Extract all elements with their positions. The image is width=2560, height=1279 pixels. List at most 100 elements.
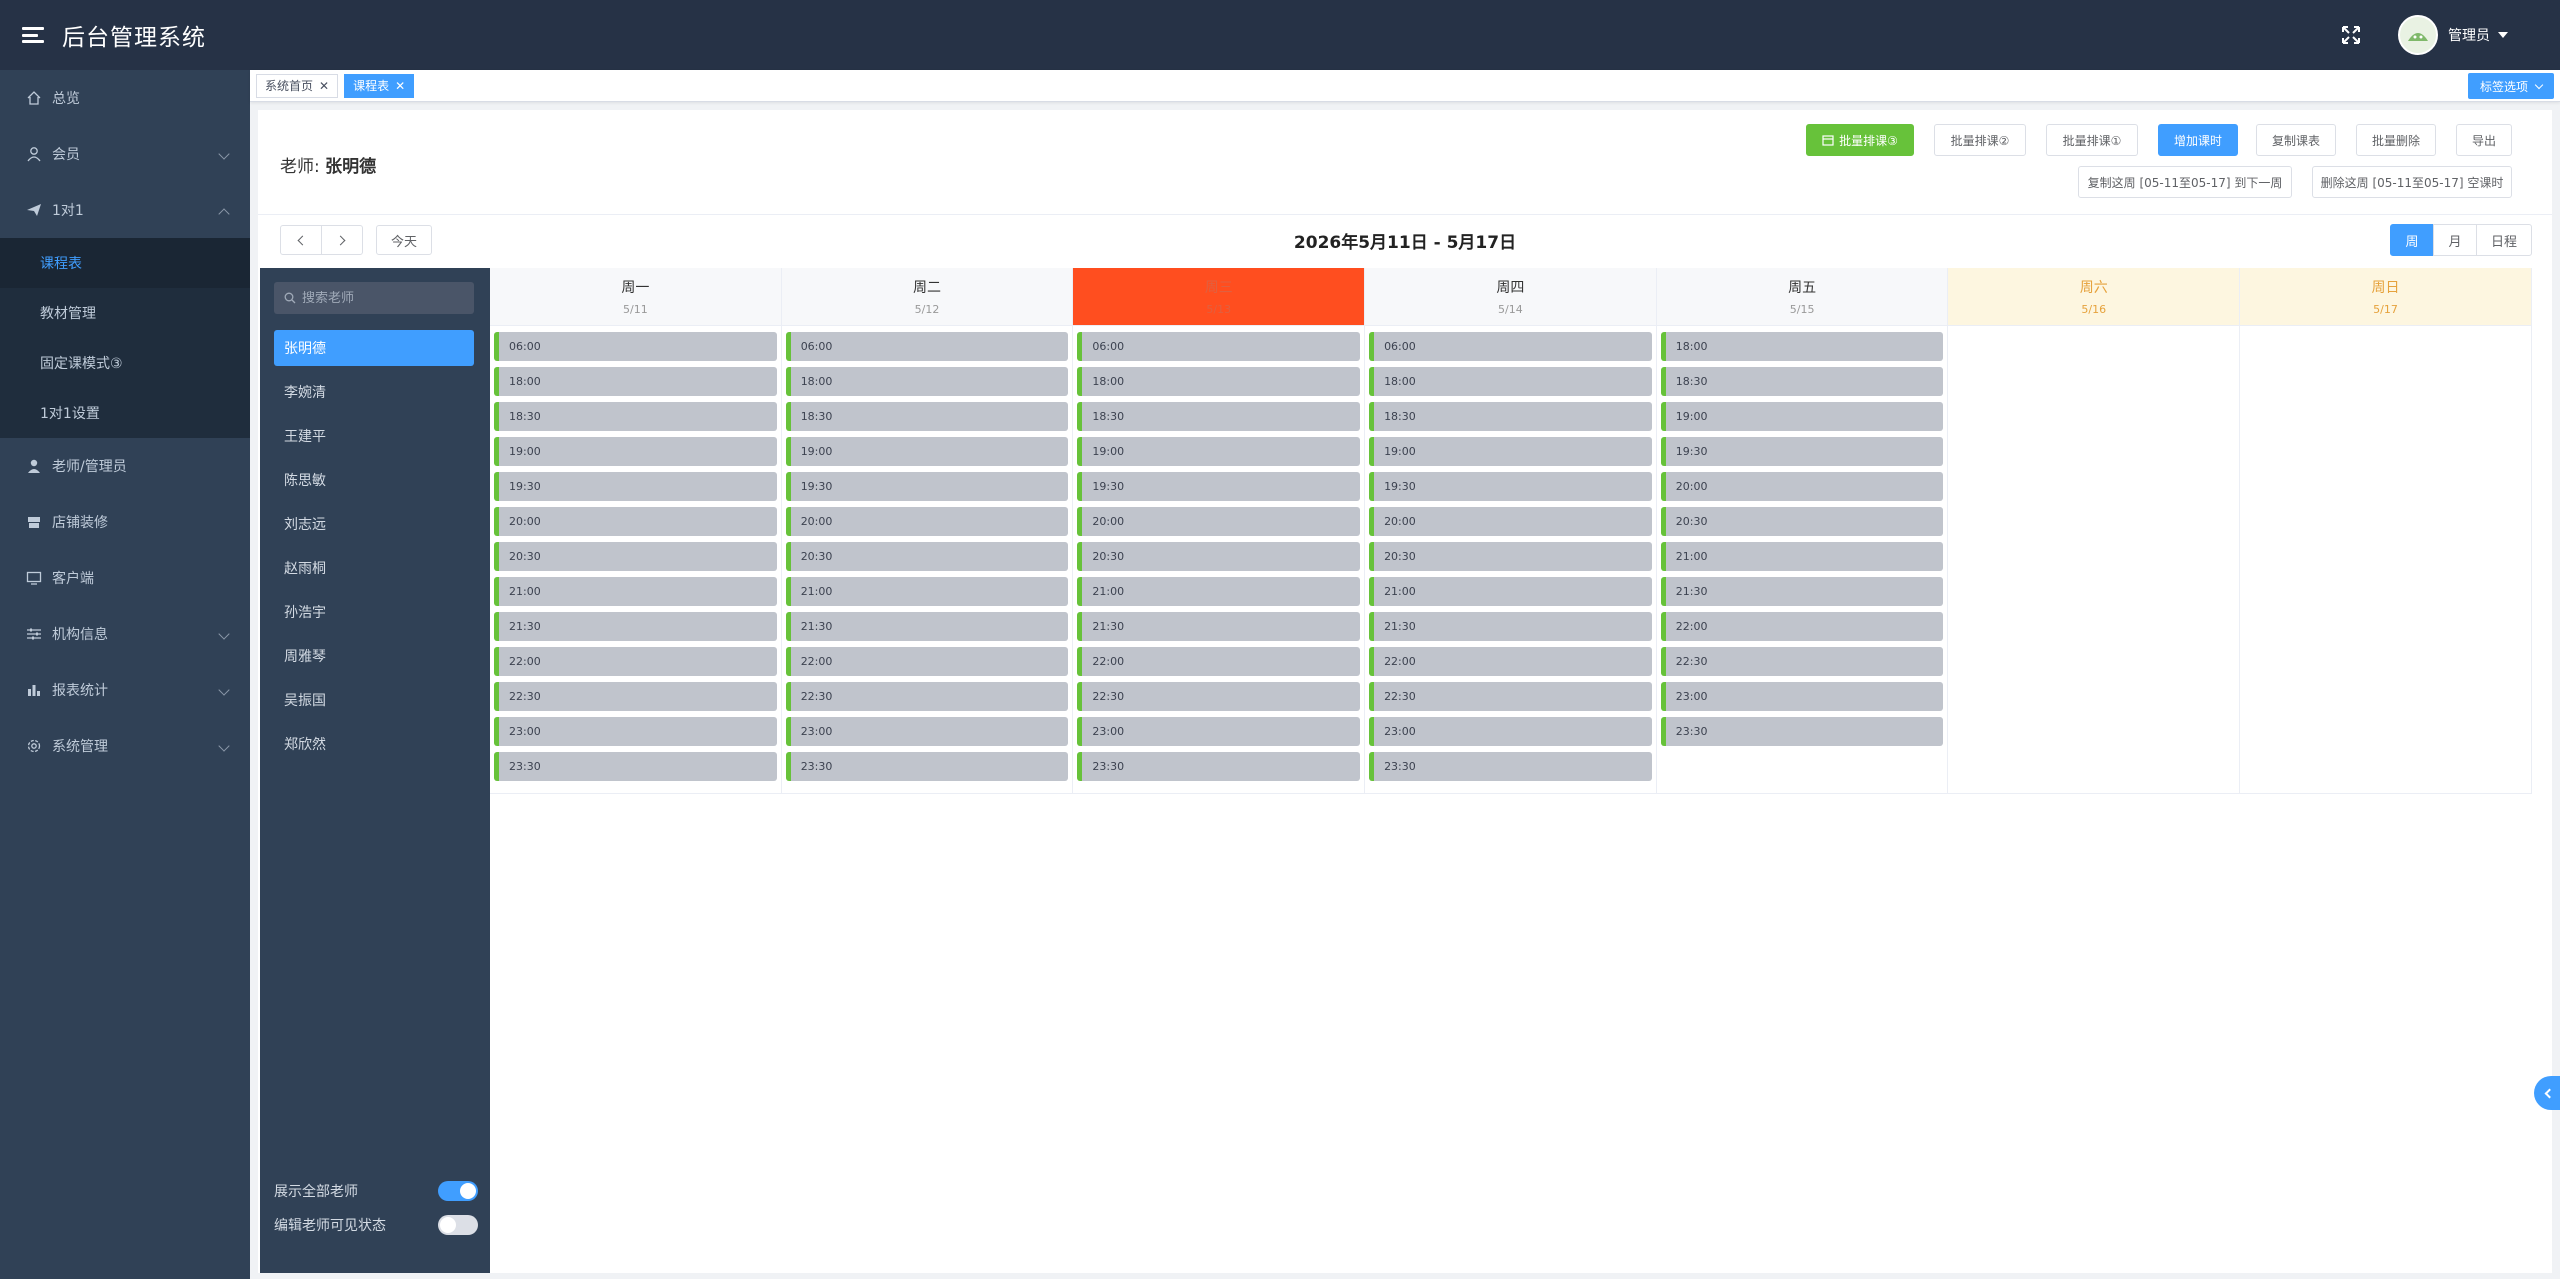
sidebar-sub-fixed-mode[interactable]: 固定课模式③ xyxy=(40,356,123,372)
lesson-slot[interactable]: 22:00 xyxy=(785,647,1069,676)
lesson-slot[interactable]: 23:00 xyxy=(1369,717,1652,746)
lesson-slot[interactable]: 23:30 xyxy=(494,752,777,781)
lesson-slot[interactable]: 19:30 xyxy=(1077,472,1361,501)
teacher-list-item[interactable]: 周雅琴 xyxy=(284,649,326,665)
day-column[interactable]: 06:00 18:00 18:30 19:00 19:30 20:00 20:30 21:00… xyxy=(782,326,1074,794)
lesson-slot[interactable]: 23:30 xyxy=(1369,752,1652,781)
sidebar-sub-settings[interactable]: 1对1设置 xyxy=(40,406,100,422)
next-week-button[interactable] xyxy=(321,225,363,255)
lesson-slot[interactable]: 23:00 xyxy=(1660,682,1944,711)
lesson-slot[interactable]: 23:00 xyxy=(785,717,1069,746)
lesson-slot[interactable]: 18:00 xyxy=(1077,367,1361,396)
day-column[interactable]: 06:00 18:00 18:30 19:00 19:30 20:00 20:30 21:00… xyxy=(1365,326,1657,794)
view-agenda-button[interactable]: 日程 xyxy=(2476,224,2532,256)
teacher-list-item[interactable]: 王建平 xyxy=(284,429,326,445)
lesson-slot[interactable]: 23:30 xyxy=(1077,752,1361,781)
lesson-slot[interactable]: 23:00 xyxy=(1077,717,1361,746)
lesson-slot[interactable]: 21:00 xyxy=(1660,542,1944,571)
lesson-slot[interactable]: 20:00 xyxy=(1369,507,1652,536)
sidebar-item-reports[interactable]: 报表统计 xyxy=(0,662,250,718)
teacher-list-item[interactable]: 郑欣然 xyxy=(284,737,326,753)
teacher-list-item[interactable]: 陈思敏 xyxy=(284,473,326,489)
lesson-slot[interactable]: 23:30 xyxy=(785,752,1069,781)
sidebar-item-teachers[interactable]: 老师/管理员 xyxy=(0,438,250,494)
lesson-slot[interactable]: 20:00 xyxy=(494,507,777,536)
copy-week-button[interactable]: 复制这周 [05-11至05-17] 到下一周 xyxy=(2078,166,2292,198)
day-column[interactable]: 06:00 18:00 18:30 19:00 19:30 20:00 20:30 21:00… xyxy=(490,326,782,794)
lesson-slot[interactable]: 18:30 xyxy=(494,402,777,431)
lesson-slot[interactable]: 23:30 xyxy=(1660,717,1944,746)
show-all-teachers-switch[interactable] xyxy=(438,1181,478,1201)
lesson-slot[interactable]: 18:00 xyxy=(785,367,1069,396)
lesson-slot[interactable]: 06:00 xyxy=(494,332,777,361)
teacher-list-item[interactable]: 刘志远 xyxy=(284,517,326,533)
lesson-slot[interactable]: 21:00 xyxy=(785,577,1069,606)
sidebar-item-system[interactable]: 系统管理 xyxy=(0,718,250,774)
add-lesson-button[interactable]: 增加课时 xyxy=(2158,124,2238,156)
tag-schedule[interactable]: 课程表 ✕ xyxy=(344,73,415,98)
lesson-slot[interactable]: 19:30 xyxy=(494,472,777,501)
lesson-slot[interactable]: 21:30 xyxy=(785,612,1069,641)
lesson-slot[interactable]: 20:00 xyxy=(785,507,1069,536)
teacher-list-item[interactable]: 孙浩宇 xyxy=(284,605,326,621)
side-drawer-toggle[interactable] xyxy=(2534,1076,2560,1110)
lesson-slot[interactable]: 20:30 xyxy=(1077,542,1361,571)
day-column[interactable]: 18:00 18:30 19:00 19:30 20:00 20:30 21:00 21:30… xyxy=(1657,326,1949,794)
lesson-slot[interactable]: 21:30 xyxy=(1369,612,1652,641)
lesson-slot[interactable]: 18:30 xyxy=(1660,367,1944,396)
lesson-slot[interactable]: 20:00 xyxy=(1077,507,1361,536)
lesson-slot[interactable]: 19:30 xyxy=(785,472,1069,501)
teacher-list-item[interactable]: 吴振国 xyxy=(284,693,326,709)
lesson-slot[interactable]: 20:00 xyxy=(1660,472,1944,501)
lesson-slot[interactable]: 21:30 xyxy=(1660,577,1944,606)
copy-schedule-button[interactable]: 复制课表 xyxy=(2256,124,2336,156)
lesson-slot[interactable]: 19:00 xyxy=(1660,402,1944,431)
teacher-list-item[interactable]: 李婉清 xyxy=(284,385,326,401)
lesson-slot[interactable]: 22:30 xyxy=(1369,682,1652,711)
edit-visibility-switch[interactable] xyxy=(438,1215,478,1235)
lesson-slot[interactable]: 22:00 xyxy=(1369,647,1652,676)
sidebar-item-members[interactable]: 会员 xyxy=(0,126,250,182)
day-column[interactable] xyxy=(1948,326,2241,794)
lesson-slot[interactable]: 22:00 xyxy=(1077,647,1361,676)
lesson-slot[interactable]: 19:30 xyxy=(1369,472,1652,501)
lesson-slot[interactable]: 06:00 xyxy=(1077,332,1361,361)
view-week-button[interactable]: 周 xyxy=(2390,224,2434,256)
tag-options-button[interactable]: 标签选项 xyxy=(2467,73,2554,99)
menu-toggle-icon[interactable] xyxy=(22,27,44,43)
batch-schedule-2-button[interactable]: 批量排课② xyxy=(1934,124,2026,156)
lesson-slot[interactable]: 19:00 xyxy=(1077,437,1361,466)
sidebar-sub-schedule[interactable]: 课程表 xyxy=(0,238,250,288)
lesson-slot[interactable]: 06:00 xyxy=(1369,332,1652,361)
lesson-slot[interactable]: 19:00 xyxy=(1369,437,1652,466)
user-caret-icon[interactable] xyxy=(2498,32,2508,38)
lesson-slot[interactable]: 18:30 xyxy=(1369,402,1652,431)
lesson-slot[interactable]: 18:00 xyxy=(1369,367,1652,396)
view-month-button[interactable]: 月 xyxy=(2433,224,2477,256)
close-icon[interactable]: ✕ xyxy=(319,78,330,93)
lesson-slot[interactable]: 20:30 xyxy=(785,542,1069,571)
teacher-search-box[interactable] xyxy=(274,282,474,314)
lesson-slot[interactable]: 22:00 xyxy=(494,647,777,676)
batch-delete-button[interactable]: 批量删除 xyxy=(2356,124,2436,156)
sidebar-item-store[interactable]: 店铺装修 xyxy=(0,494,250,550)
sidebar-item-1on1[interactable]: 1对1 xyxy=(0,182,250,238)
lesson-slot[interactable]: 23:00 xyxy=(494,717,777,746)
lesson-slot[interactable]: 18:30 xyxy=(1077,402,1361,431)
lesson-slot[interactable]: 20:30 xyxy=(1369,542,1652,571)
day-column[interactable] xyxy=(2240,326,2532,794)
lesson-slot[interactable]: 21:00 xyxy=(1077,577,1361,606)
lesson-slot[interactable]: 20:30 xyxy=(494,542,777,571)
lesson-slot[interactable]: 21:00 xyxy=(1369,577,1652,606)
lesson-slot[interactable]: 22:30 xyxy=(1660,647,1944,676)
teacher-search-input[interactable] xyxy=(302,290,462,306)
tag-home[interactable]: 系统首页 ✕ xyxy=(256,73,339,98)
sidebar-item-client[interactable]: 客户端 xyxy=(0,550,250,606)
lesson-slot[interactable]: 19:30 xyxy=(1660,437,1944,466)
delete-week-button[interactable]: 删除这周 [05-11至05-17] 空课时 xyxy=(2312,166,2512,198)
sidebar-sub-materials[interactable]: 教材管理 xyxy=(40,306,96,322)
sidebar-item-overview[interactable]: 总览 xyxy=(0,70,250,126)
lesson-slot[interactable]: 22:30 xyxy=(494,682,777,711)
lesson-slot[interactable]: 18:30 xyxy=(785,402,1069,431)
day-column[interactable]: 06:00 18:00 18:30 19:00 19:30 20:00 20:30 21:00… xyxy=(1073,326,1366,794)
